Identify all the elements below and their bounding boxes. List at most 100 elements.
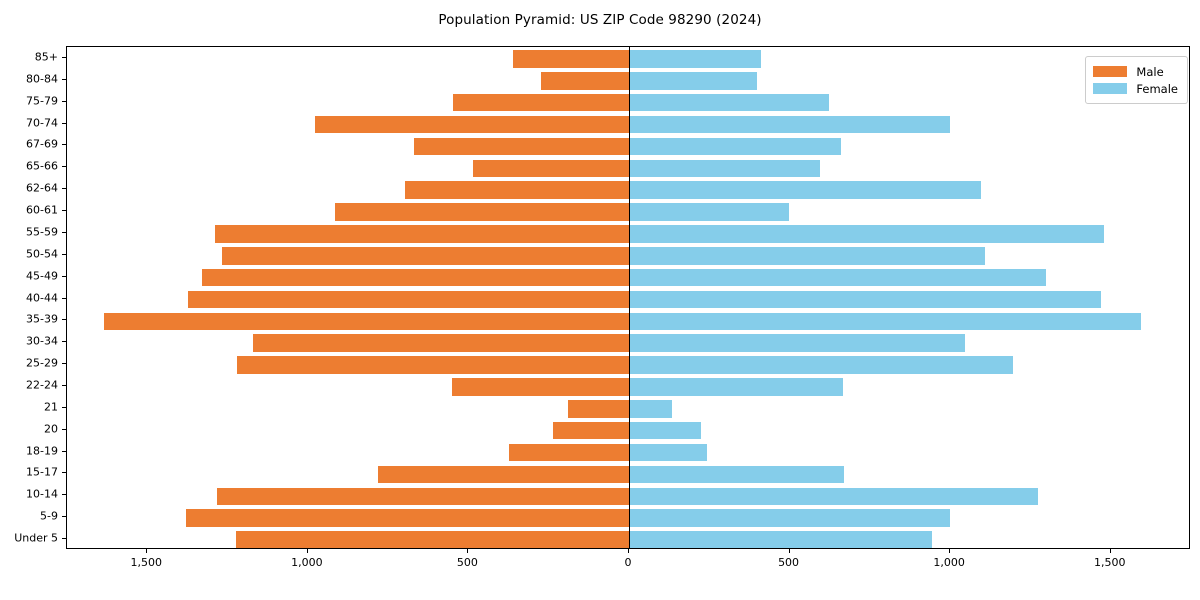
y-tick-mark xyxy=(62,450,66,452)
y-tick-label: 62-64 xyxy=(26,181,58,195)
y-tick-label: 35-39 xyxy=(26,312,58,326)
y-tick-mark xyxy=(62,363,66,365)
y-tick-label: 55-59 xyxy=(26,225,58,239)
bar-male xyxy=(405,181,629,199)
bar-female xyxy=(629,93,829,112)
legend-item[interactable]: Female xyxy=(1093,80,1178,97)
x-tick-mark xyxy=(628,549,629,553)
y-tick-label: 85+ xyxy=(34,50,58,64)
x-tick-mark xyxy=(788,549,790,553)
y-tick-label: Under 5 xyxy=(14,531,58,545)
bar-female xyxy=(629,247,985,265)
bar-row xyxy=(67,441,1189,463)
x-tick-label: 500 xyxy=(456,556,478,569)
bar-female xyxy=(629,443,708,462)
x-tick-label: 1,000 xyxy=(933,556,965,569)
bar-row xyxy=(67,288,1189,310)
y-tick-mark xyxy=(62,406,66,408)
bar-female xyxy=(629,487,1039,506)
x-tick-label: 1,000 xyxy=(291,556,323,569)
bar-row xyxy=(67,506,1189,528)
y-tick-mark xyxy=(62,341,66,343)
bar-row xyxy=(67,266,1189,288)
bar-female xyxy=(629,72,758,90)
bar-row xyxy=(67,419,1189,441)
x-tick-label: 500 xyxy=(778,556,800,569)
bar-female xyxy=(629,137,842,156)
bar-female xyxy=(629,181,981,199)
bar-female xyxy=(629,290,1102,309)
bar-male xyxy=(236,356,629,374)
y-tick-label: 10-14 xyxy=(26,487,58,501)
legend-label: Female xyxy=(1136,81,1178,96)
y-tick-mark xyxy=(62,275,66,277)
bar-female xyxy=(629,312,1142,331)
bar-male xyxy=(509,443,629,462)
bar-male xyxy=(252,334,629,352)
bar-male xyxy=(103,312,629,331)
y-tick-label: 40-44 xyxy=(26,291,58,304)
y-tick-mark xyxy=(62,472,66,474)
y-tick-mark xyxy=(62,78,66,80)
bar-female xyxy=(629,268,1046,287)
y-tick-mark xyxy=(62,122,66,124)
y-tick-label: 25-29 xyxy=(26,356,58,370)
zero-reference-line xyxy=(629,47,630,548)
y-tick-mark xyxy=(62,319,66,321)
y-tick-label: 18-19 xyxy=(26,444,58,458)
y-tick-label: 5-9 xyxy=(40,509,58,523)
x-tick-label: 1,500 xyxy=(1093,556,1126,569)
bar-row xyxy=(67,244,1189,266)
bar-row xyxy=(67,156,1189,178)
y-tick-mark xyxy=(62,384,66,386)
y-tick-label: 67-69 xyxy=(26,137,58,151)
plot-area xyxy=(66,46,1190,549)
bar-row xyxy=(67,69,1189,91)
bar-male xyxy=(215,225,629,243)
bar-row xyxy=(67,397,1189,419)
y-tick-mark xyxy=(62,428,66,430)
y-tick-label: 70-74 xyxy=(26,116,58,130)
bar-female xyxy=(629,465,845,484)
y-tick-mark xyxy=(62,494,66,496)
bar-male xyxy=(540,72,629,90)
bar-male xyxy=(222,247,629,265)
bar-female xyxy=(629,50,761,68)
bar-male xyxy=(188,290,629,309)
bar-row xyxy=(67,463,1189,485)
bar-male xyxy=(377,465,629,484)
legend: Male Female xyxy=(1085,56,1188,104)
y-tick-label: 45-49 xyxy=(26,269,58,283)
bar-row xyxy=(67,528,1189,548)
bar-row xyxy=(67,134,1189,156)
bar-row xyxy=(67,484,1189,506)
bar-female xyxy=(629,203,789,221)
y-tick-label: 60-61 xyxy=(26,203,58,217)
bar-male xyxy=(202,268,629,287)
y-tick-label: 20 xyxy=(44,422,58,436)
y-tick-mark xyxy=(62,210,66,212)
legend-item[interactable]: Male xyxy=(1093,63,1178,80)
x-tick-mark xyxy=(949,549,951,553)
bar-female xyxy=(629,159,821,178)
y-tick-mark xyxy=(62,297,66,299)
bar-female xyxy=(629,400,673,418)
y-tick-label: 22-24 xyxy=(26,378,58,392)
y-tick-mark xyxy=(62,56,66,58)
bar-row xyxy=(67,353,1189,375)
y-tick-label: 30-34 xyxy=(26,334,58,348)
legend-swatch-icon xyxy=(1093,83,1128,94)
bar-male xyxy=(314,115,629,134)
bar-male xyxy=(567,400,629,418)
y-tick-label: 21 xyxy=(44,400,58,414)
y-tick-label: 75-79 xyxy=(26,94,58,108)
y-tick-mark xyxy=(62,166,66,168)
bar-row xyxy=(67,91,1189,113)
bar-row xyxy=(67,113,1189,135)
y-tick-label: 65-66 xyxy=(26,159,58,173)
legend-swatch-icon xyxy=(1093,66,1128,77)
bar-female xyxy=(629,356,1014,374)
bar-male xyxy=(217,487,629,506)
y-tick-mark xyxy=(62,231,66,233)
